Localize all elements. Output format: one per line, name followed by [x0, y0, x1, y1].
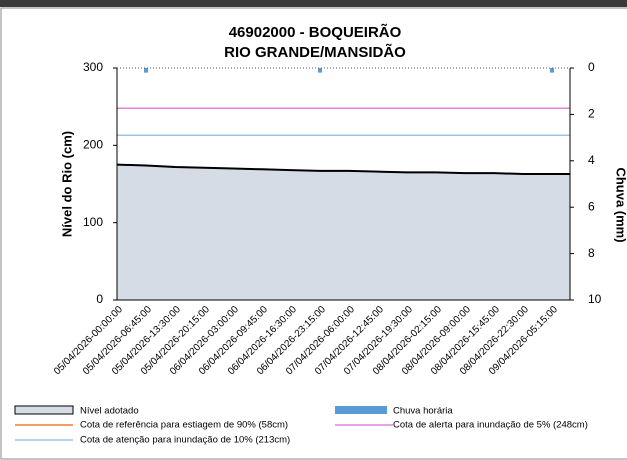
- y2-tick-label: 4: [588, 153, 595, 167]
- frame: [0, 7, 627, 460]
- rain-bar: [318, 68, 322, 73]
- y-tick-label: 100: [83, 215, 103, 229]
- y-tick-label: 0: [96, 292, 103, 306]
- y2-tick-label: 6: [588, 199, 595, 213]
- y2-tick-label: 0: [588, 60, 595, 74]
- legend-label: Cota de alerta para inundação de 5% (248…: [393, 420, 588, 431]
- y2-tick-label: 2: [588, 107, 595, 121]
- y-axis-label: Nível do Rio (cm): [59, 131, 74, 237]
- rain-bar: [144, 68, 148, 73]
- rain-bar: [550, 68, 554, 73]
- legend-label: Nível adotado: [80, 406, 139, 417]
- y-tick-label: 300: [83, 60, 103, 74]
- legend-label: Cota de referência para estiagem de 90% …: [80, 420, 288, 431]
- level-line: [116, 163, 570, 175]
- chart-subtitle: RIO GRANDE/MANSIDÃO: [224, 43, 406, 61]
- legend-label: Chuva horária: [393, 406, 453, 417]
- legend-label: Cota de atenção para inundação de 10% (2…: [80, 435, 290, 446]
- level-area: [117, 164, 570, 300]
- y2-tick-label: 8: [588, 246, 595, 260]
- legend-swatch: [335, 406, 387, 414]
- legend-swatch: [14, 405, 74, 415]
- chart-title: 46902000 - BOQUEIRÃO: [229, 23, 402, 41]
- y2-tick-label: 10: [588, 292, 602, 306]
- y-tick-label: 200: [83, 138, 103, 152]
- y2-axis-label: Chuva (mm): [614, 167, 627, 242]
- top-bar: [0, 0, 627, 7]
